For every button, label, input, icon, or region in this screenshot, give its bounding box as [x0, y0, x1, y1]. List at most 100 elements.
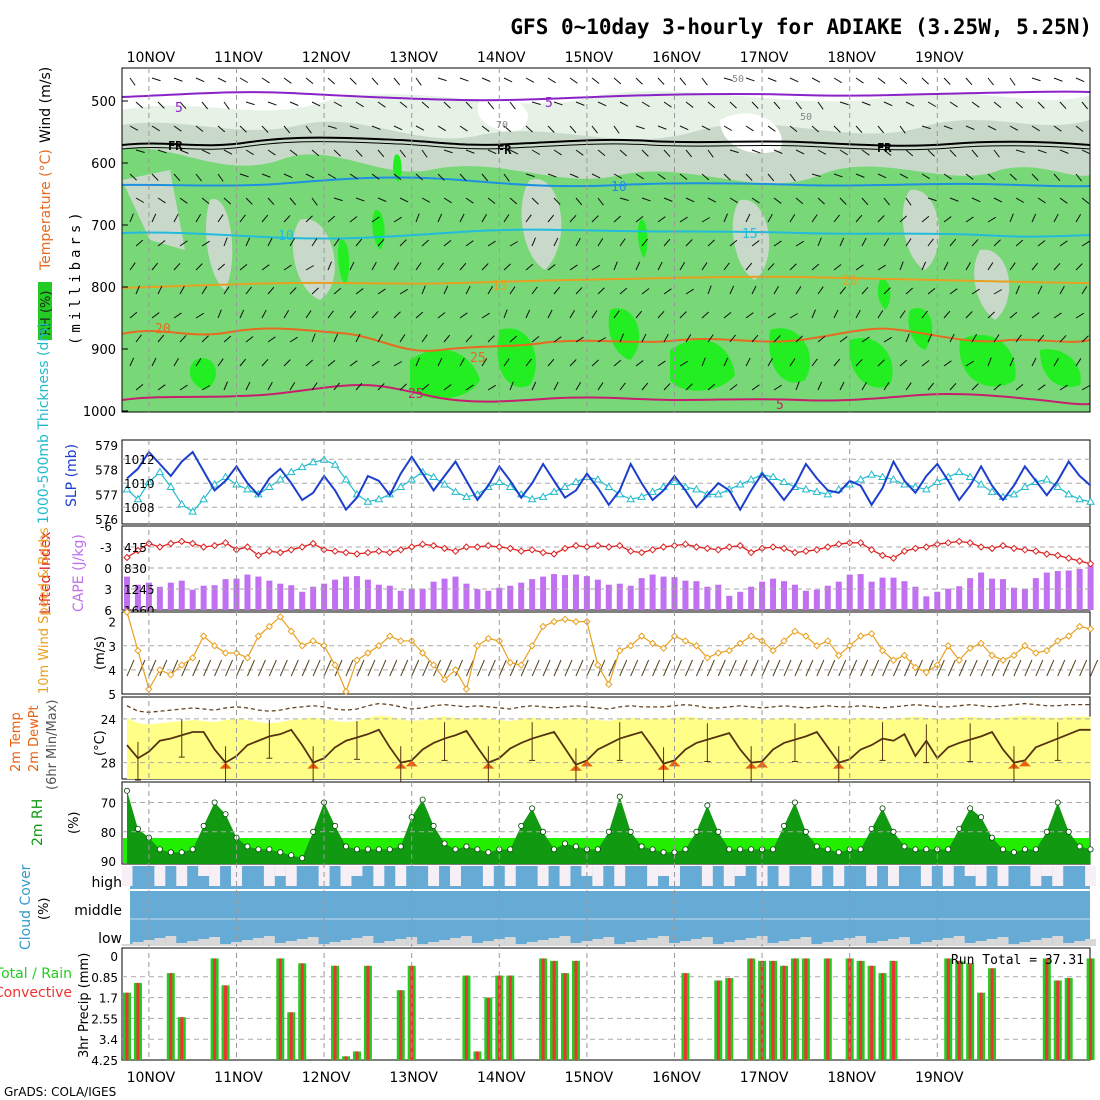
precip-conv-bar — [289, 1012, 293, 1060]
lifted-point — [878, 551, 887, 560]
wind-barb — [355, 197, 365, 202]
rh2m-point — [572, 843, 579, 850]
wind10-point — [167, 670, 175, 679]
cloud-high-block — [833, 866, 845, 886]
wind-barb — [173, 125, 182, 132]
cape-bar — [715, 584, 722, 610]
rh2m-point — [167, 849, 174, 856]
wind-barb — [839, 149, 848, 156]
thickness-point — [177, 499, 187, 508]
wind-barb — [393, 262, 400, 271]
wind-barb — [745, 213, 751, 223]
wind-barb — [965, 125, 975, 130]
cloud-low-block — [285, 941, 297, 946]
wind-barb — [899, 310, 906, 319]
minmax-label: (6hr Min/Max) — [45, 700, 60, 790]
wind10-barb — [553, 659, 562, 677]
rh2m-point — [288, 852, 295, 859]
wind-barb — [503, 125, 512, 133]
wind-barb — [503, 214, 510, 223]
rh2m-tick: 90 — [101, 855, 116, 869]
wind-barb — [833, 125, 841, 133]
rh2m-point — [211, 799, 218, 806]
wind10-point — [309, 637, 317, 645]
svg-text:25: 25 — [408, 387, 424, 402]
lifted-point — [703, 544, 712, 553]
cloud-low-block — [165, 936, 177, 946]
wind-barb — [679, 360, 688, 367]
precip-conv-bar — [344, 1056, 348, 1060]
wind-barb — [745, 312, 754, 319]
wind-barb — [437, 312, 446, 319]
rh2m-point — [868, 825, 875, 832]
wind-barb — [575, 237, 581, 247]
rh2m-point — [726, 846, 733, 853]
cloud-high-block — [176, 866, 188, 886]
wind-barb — [173, 77, 183, 82]
svg-text:5: 5 — [776, 398, 784, 413]
cape-bar — [802, 590, 809, 610]
precip-conv-bar — [355, 1051, 359, 1060]
thickness-point — [549, 487, 559, 495]
cape-bar — [726, 595, 733, 610]
pressure-tick: 600 — [91, 157, 116, 172]
wind-barb — [877, 77, 886, 84]
rh2m-point — [978, 814, 985, 821]
cloud-low-block — [187, 941, 199, 946]
date-label: 11NOV — [214, 1070, 263, 1086]
wind-barb — [855, 359, 863, 367]
wind-barb — [415, 262, 422, 271]
lifted-tick: -6 — [100, 520, 112, 534]
wind-barb — [943, 125, 953, 130]
rh2m-axis: 70 80 90 — [101, 797, 116, 870]
wind-barb — [707, 197, 717, 203]
wind-barb — [591, 359, 599, 367]
lifted-point — [824, 543, 832, 551]
wind-barb — [201, 101, 209, 110]
svg-text:20: 20 — [842, 274, 858, 289]
wind10-barb — [739, 659, 748, 677]
wind10-point — [517, 661, 525, 669]
wind-barb — [415, 77, 422, 86]
wind-barb — [179, 335, 187, 343]
lifted-point — [933, 540, 942, 548]
thickness-point — [451, 487, 460, 495]
cape-bar — [156, 586, 163, 610]
wind-barb — [151, 213, 157, 223]
rh2m-point — [342, 843, 349, 850]
lifted-point — [287, 546, 295, 554]
thickness-tick: 576 — [95, 513, 118, 527]
wind-barb — [443, 197, 452, 204]
wind-barb — [943, 261, 949, 271]
wind-barb — [465, 240, 474, 247]
wind-barb — [305, 359, 314, 367]
rh2m-point — [901, 843, 908, 850]
wind-barb — [927, 197, 937, 202]
wind-barb — [437, 213, 443, 223]
wind-barb — [173, 262, 181, 271]
wind-barb — [767, 358, 774, 367]
wind-barb — [613, 359, 622, 367]
wind-barb — [531, 149, 541, 155]
wind10-barb — [597, 659, 606, 677]
wind-barb — [701, 125, 711, 131]
wind-barb — [157, 240, 166, 247]
wind-barb — [129, 77, 136, 86]
cape-bar — [386, 585, 393, 610]
cloud-high-block — [888, 866, 899, 886]
date-label: 10NOV — [127, 50, 176, 66]
wind-barb — [883, 238, 890, 247]
wind-barb — [613, 173, 623, 179]
wind-barb — [569, 173, 579, 178]
wind-barb — [635, 261, 641, 271]
cape-bar — [868, 581, 875, 610]
wind-barb — [151, 77, 161, 82]
cloud-low-block — [756, 936, 768, 946]
wind-barb — [223, 286, 230, 295]
wind-barb — [305, 173, 315, 179]
date-label: 16NOV — [652, 50, 701, 66]
cloud-low-block — [340, 940, 352, 946]
wind-barb — [635, 215, 644, 223]
wind-barb — [993, 334, 1000, 343]
wind10-point — [835, 651, 843, 660]
